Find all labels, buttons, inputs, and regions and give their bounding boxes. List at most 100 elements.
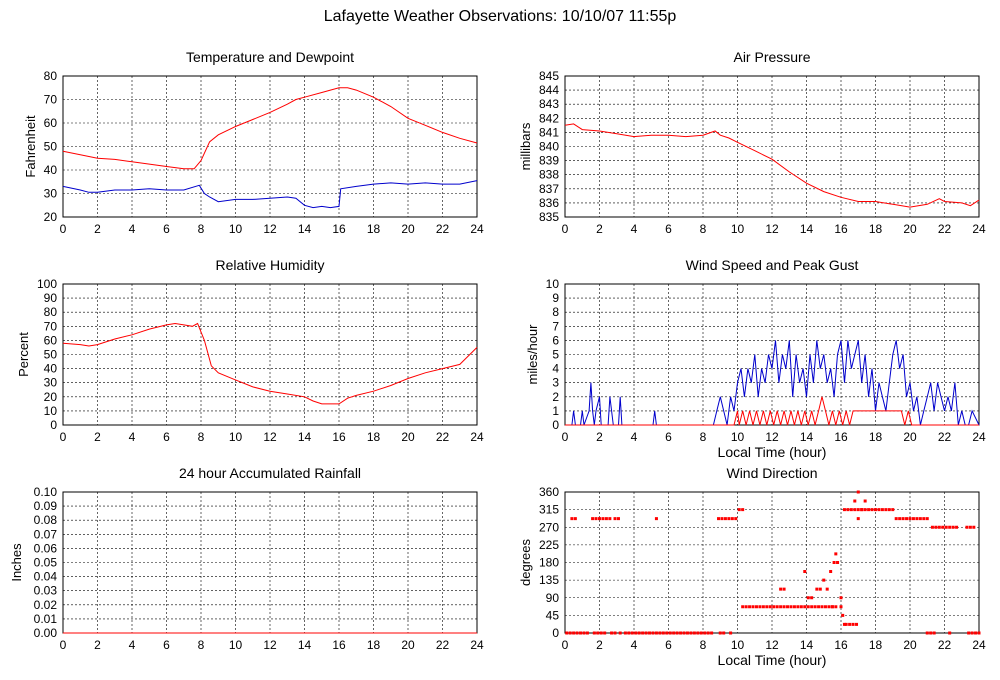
data-point	[737, 508, 741, 512]
x-tick-label: 24	[972, 638, 986, 652]
plot-frame	[564, 75, 980, 218]
y-tick-label: 10	[546, 277, 560, 291]
data-point	[870, 508, 874, 512]
y-tick-label: 315	[539, 503, 559, 517]
x-tick-label: 8	[198, 222, 205, 236]
y-tick-label: 80	[44, 69, 58, 83]
chart-title: Relative Humidity	[216, 257, 325, 273]
data-point	[884, 508, 888, 512]
x-tick-label: 24	[470, 638, 484, 652]
y-tick-label: 0.01	[34, 612, 58, 626]
data-point	[730, 517, 734, 521]
data-point	[874, 508, 877, 512]
x-axis-label: Local Time (hour)	[718, 652, 827, 668]
data-point	[836, 561, 840, 564]
y-tick-label: 90	[546, 591, 560, 605]
data-point	[627, 631, 631, 635]
x-tick-label: 0	[60, 222, 67, 236]
data-point	[699, 631, 703, 635]
x-tick-label: 16	[834, 430, 848, 444]
x-tick-label: 24	[470, 222, 484, 236]
data-point	[575, 631, 579, 635]
data-point	[675, 631, 679, 635]
data-point	[565, 631, 569, 635]
data-point	[658, 631, 662, 635]
data-point	[696, 631, 700, 635]
data-point	[734, 517, 738, 521]
y-tick-label: 40	[44, 362, 58, 376]
x-tick-label: 18	[367, 430, 381, 444]
data-point	[582, 631, 586, 635]
series-line	[565, 396, 979, 426]
x-tick-label: 0	[562, 638, 569, 652]
data-point	[951, 525, 955, 529]
x-tick-label: 12	[263, 222, 277, 236]
x-tick-label: 4	[129, 222, 136, 236]
data-point	[758, 605, 762, 609]
x-tick-label: 14	[298, 638, 312, 652]
y-tick-label: 836	[539, 196, 559, 210]
data-point	[651, 631, 655, 635]
data-point	[685, 631, 689, 635]
x-tick-label: 22	[436, 222, 450, 236]
x-tick-label: 2	[596, 638, 603, 652]
data-point	[877, 508, 881, 512]
x-tick-label: 22	[436, 430, 450, 444]
data-point	[901, 517, 905, 521]
y-tick-label: 0.06	[34, 541, 58, 555]
y-tick-label: 5	[552, 348, 559, 362]
x-axis-label: Local Time (hour)	[718, 444, 827, 460]
y-tick-label: 0.04	[34, 570, 58, 584]
chart-title: 24 hour Accumulated Rainfall	[179, 465, 361, 481]
x-tick-label: 0	[562, 222, 569, 236]
x-tick-label: 6	[665, 430, 672, 444]
y-axis-label: millibars	[518, 122, 533, 170]
x-tick-label: 2	[94, 638, 101, 652]
x-tick-label: 4	[129, 638, 136, 652]
data-point	[967, 631, 971, 635]
data-point	[803, 605, 807, 609]
y-tick-label: 50	[44, 140, 58, 154]
y-axis-label: Percent	[16, 332, 31, 377]
data-point	[637, 631, 641, 635]
data-point	[825, 587, 829, 591]
data-point	[968, 525, 972, 529]
y-tick-label: 45	[546, 608, 560, 622]
data-point	[682, 631, 686, 635]
x-tick-label: 18	[367, 222, 381, 236]
data-point	[718, 631, 722, 635]
y-tick-label: 180	[539, 556, 559, 570]
data-point	[834, 552, 838, 556]
x-tick-label: 18	[869, 638, 883, 652]
y-tick-label: 835	[539, 210, 559, 224]
x-tick-label: 22	[938, 222, 952, 236]
data-point	[710, 631, 714, 635]
data-point	[754, 605, 758, 609]
y-tick-label: 844	[539, 83, 559, 97]
data-point	[856, 508, 860, 512]
x-tick-label: 10	[229, 222, 243, 236]
y-tick-label: 360	[539, 485, 559, 499]
x-tick-label: 14	[800, 430, 814, 444]
y-axis-label: Fahrenheit	[23, 115, 38, 178]
x-tick-label: 4	[631, 638, 638, 652]
data-point	[806, 596, 810, 600]
y-tick-label: 0.03	[34, 584, 58, 598]
y-tick-label: 0.00	[34, 626, 58, 640]
y-tick-label: 1	[552, 404, 559, 418]
data-point	[941, 525, 945, 529]
data-point	[918, 517, 922, 521]
y-axis-label: Inches	[9, 543, 24, 582]
data-point	[846, 508, 850, 512]
data-point	[665, 631, 669, 635]
y-tick-label: 9	[552, 291, 559, 305]
data-point	[722, 631, 726, 635]
data-point	[849, 508, 853, 512]
x-tick-label: 22	[938, 638, 952, 652]
y-tick-label: 6	[552, 333, 559, 347]
data-point	[591, 517, 595, 521]
data-point	[618, 631, 622, 635]
x-tick-label: 18	[869, 430, 883, 444]
